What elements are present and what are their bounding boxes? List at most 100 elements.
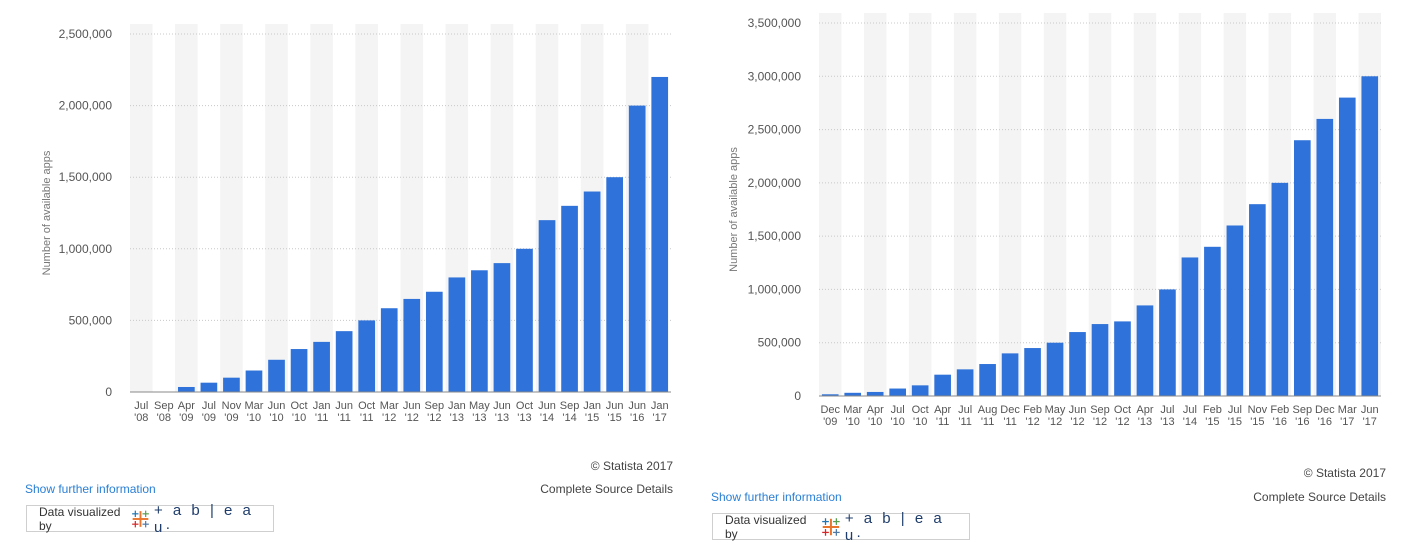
bar — [628, 105, 646, 392]
x-tick-label-year: '13 — [495, 412, 509, 424]
complete-source-details-link[interactable]: Complete Source Details — [540, 482, 673, 496]
bar — [866, 391, 884, 396]
x-tick-label-month: Apr — [178, 400, 195, 412]
bar — [358, 320, 376, 392]
bar — [290, 349, 308, 392]
bar — [1271, 182, 1289, 396]
x-tick-label-year: '15 — [1228, 416, 1242, 428]
x-tick-label-month: Oct — [291, 400, 308, 412]
bar — [313, 341, 330, 392]
copyright-text: © Statista 2017 — [1303, 466, 1386, 480]
bar — [1181, 257, 1199, 396]
x-tick-label-year: '12 — [1115, 416, 1129, 428]
x-tick-label-month: Jan — [651, 400, 669, 412]
x-tick-label-month: Dec — [1000, 404, 1020, 416]
x-tick-label-month: Sep — [560, 400, 580, 412]
x-tick-label-month: Feb — [1023, 404, 1042, 416]
bar — [516, 248, 533, 392]
x-tick-label-month: Jul — [891, 404, 905, 416]
show-further-information-link[interactable]: Show further information — [711, 490, 842, 504]
bar — [1024, 348, 1041, 396]
x-tick-label-year: '13 — [450, 412, 464, 424]
y-tick-label: 0 — [794, 389, 801, 403]
bar — [448, 277, 466, 392]
x-tick-label-year: '14 — [1183, 416, 1197, 428]
x-tick-label-year: '11 — [337, 412, 351, 424]
x-tick-label-year: '13 — [1138, 416, 1152, 428]
bar — [245, 370, 263, 392]
android-apps-bar-chart: 0 500,000 1,000,000 1,500,000 2,000,000 2,500… — [41, 24, 671, 424]
x-tick-label-year: '17 — [1340, 416, 1354, 428]
y-tick-label: 1,000,000 — [748, 282, 802, 296]
background-stripe — [953, 13, 977, 396]
x-tick-label-year: '12 — [405, 412, 419, 424]
y-tick-label: 500,000 — [69, 313, 113, 327]
x-tick-label-month: Dec — [820, 404, 840, 416]
x-tick-label-month: Jul — [958, 404, 972, 416]
x-tick-label-month: Nov — [222, 400, 242, 412]
bar — [1338, 97, 1356, 396]
bar — [911, 385, 929, 396]
x-tick-label-month: May — [1045, 404, 1066, 416]
x-tick-label-year: '09 — [202, 412, 216, 424]
y-tick-label: 500,000 — [758, 336, 802, 350]
complete-source-details-link[interactable]: Complete Source Details — [1253, 490, 1386, 504]
x-tick-label-year: '13 — [1160, 416, 1174, 428]
show-further-information-link[interactable]: Show further information — [25, 482, 156, 496]
x-tick-label-year: '10 — [247, 412, 261, 424]
bar — [538, 220, 556, 392]
bar — [403, 298, 421, 392]
x-tick-label-year: '12 — [382, 412, 396, 424]
tableau-badge[interactable]: Data visualized by + a b | e a u· — [26, 502, 274, 536]
x-tick-label-month: May — [469, 400, 490, 412]
x-tick-label-month: Jul — [1160, 404, 1174, 416]
x-tick-label-month: Nov — [1248, 404, 1268, 416]
x-tick-label-month: Jul — [1183, 404, 1197, 416]
x-tick-label-month: Dec — [1315, 404, 1335, 416]
bar — [651, 76, 669, 393]
background-stripe — [1043, 13, 1067, 396]
ios-apps-bar-chart: 0 500,000 1,000,000 1,500,000 2,000,000 2,500… — [728, 13, 1381, 428]
x-tick-label-year: '12 — [1048, 416, 1062, 428]
x-tick-label-month: Jun — [1069, 404, 1087, 416]
x-tick-label-month: Jun — [403, 400, 421, 412]
x-tick-label-year: '15 — [1250, 416, 1264, 428]
x-tick-label-year: '17 — [1363, 416, 1377, 428]
x-tick-label-month: Oct — [912, 404, 929, 416]
x-tick-label-year: '14 — [562, 412, 576, 424]
background-stripe — [130, 24, 153, 392]
bar — [1069, 332, 1086, 396]
bar — [1001, 353, 1019, 396]
copyright-text: © Statista 2017 — [590, 459, 673, 473]
tableau-badge[interactable]: Data visualized by + a b | e a u· — [712, 510, 970, 544]
x-tick-label-year: '17 — [653, 412, 667, 424]
badge-text: Data visualized by — [725, 512, 807, 541]
x-tick-label-year: '15 — [585, 412, 599, 424]
bar — [1226, 225, 1244, 396]
x-tick-label-year: '10 — [269, 412, 283, 424]
x-tick-label-year: '16 — [630, 412, 644, 424]
bar — [583, 191, 601, 392]
background-stripe — [355, 24, 378, 392]
background-stripe — [265, 24, 288, 392]
x-tick-label-month: Sep — [154, 400, 174, 412]
x-tick-label-year: '15 — [607, 412, 621, 424]
y-tick-label: 1,500,000 — [59, 170, 113, 184]
x-tick-label-month: Jul — [1228, 404, 1242, 416]
x-tick-label-year: '12 — [1093, 416, 1107, 428]
x-tick-label-month: Oct — [358, 400, 375, 412]
x-tick-label-month: Feb — [1270, 404, 1289, 416]
background-stripe — [819, 13, 842, 396]
x-tick-label-year: '10 — [913, 416, 927, 428]
x-tick-label-year: '13 — [517, 412, 531, 424]
x-tick-label-month: Apr — [934, 404, 951, 416]
bar — [1114, 321, 1131, 396]
x-tick-label-year: '08 — [157, 412, 171, 424]
x-tick-label-year: '14 — [540, 412, 554, 424]
y-tick-label: 1,000,000 — [59, 242, 113, 256]
bar — [493, 263, 511, 392]
y-axis-title: Number of available apps — [41, 150, 53, 275]
background-stripe — [175, 24, 198, 392]
background-stripe — [1088, 13, 1112, 396]
bar — [1316, 118, 1334, 397]
